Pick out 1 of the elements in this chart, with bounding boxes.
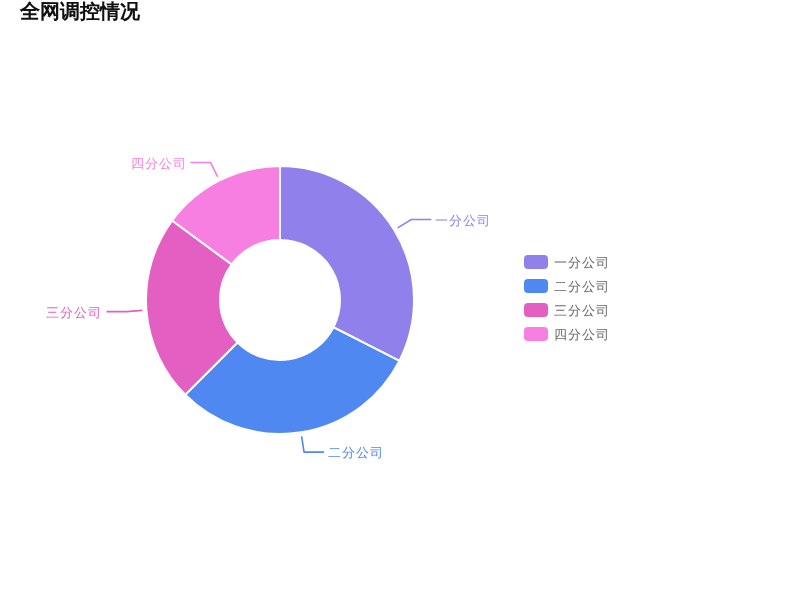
chart-title: 全网调控情况 [18,0,142,24]
